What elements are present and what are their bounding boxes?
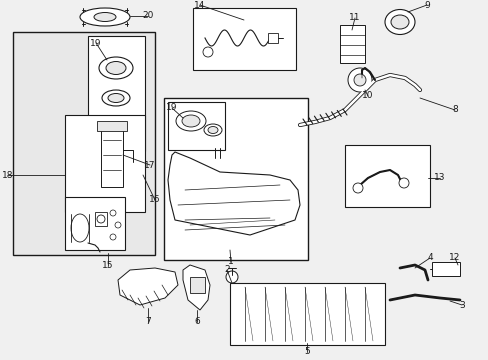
Ellipse shape [99, 57, 133, 79]
Ellipse shape [182, 115, 200, 127]
Text: 17: 17 [144, 161, 156, 170]
Bar [190, 277, 204, 293]
Circle shape [203, 47, 213, 57]
Ellipse shape [71, 214, 89, 242]
Bar [339, 25, 364, 63]
Text: 3: 3 [458, 301, 464, 310]
Text: 1: 1 [228, 257, 233, 266]
Text: 8: 8 [451, 105, 457, 114]
Ellipse shape [94, 13, 116, 22]
Circle shape [97, 215, 105, 223]
Bar [101, 127, 123, 187]
Text: 13: 13 [433, 174, 445, 183]
Text: 9: 9 [423, 0, 429, 9]
Bar [88, 36, 145, 151]
Bar [95, 212, 107, 226]
Polygon shape [118, 268, 178, 305]
Circle shape [110, 234, 116, 240]
Circle shape [115, 222, 121, 228]
Bar [345, 145, 429, 207]
Polygon shape [183, 265, 209, 310]
Text: 19: 19 [90, 39, 102, 48]
Circle shape [225, 271, 238, 283]
Bar [65, 197, 125, 250]
Text: 15: 15 [102, 261, 114, 270]
Text: 4: 4 [427, 253, 432, 262]
Ellipse shape [80, 8, 130, 26]
Text: 16: 16 [149, 195, 161, 204]
Ellipse shape [207, 126, 218, 134]
Text: 12: 12 [448, 253, 460, 262]
Text: 19: 19 [166, 104, 177, 112]
Circle shape [398, 178, 408, 188]
Text: 18: 18 [2, 171, 14, 180]
Text: 10: 10 [362, 91, 373, 100]
Text: 5: 5 [304, 347, 309, 356]
Bar [13, 32, 155, 255]
Circle shape [352, 183, 362, 193]
Circle shape [353, 74, 365, 86]
Bar [168, 102, 224, 150]
Ellipse shape [108, 94, 124, 103]
Circle shape [347, 68, 371, 92]
Circle shape [110, 210, 116, 216]
Ellipse shape [390, 15, 408, 29]
Text: 20: 20 [142, 12, 153, 21]
Text: 2: 2 [224, 266, 229, 274]
Bar [163, 98, 307, 260]
Ellipse shape [106, 62, 126, 75]
Bar [267, 33, 278, 43]
Text: 14: 14 [194, 0, 205, 9]
Ellipse shape [203, 124, 222, 136]
Text: 7: 7 [145, 318, 151, 327]
Ellipse shape [176, 111, 205, 131]
Polygon shape [168, 152, 299, 235]
Bar [97, 121, 127, 131]
Bar [431, 262, 459, 276]
Bar [229, 283, 384, 345]
Bar [65, 115, 145, 212]
Ellipse shape [102, 90, 130, 106]
Bar [193, 8, 295, 70]
Ellipse shape [384, 9, 414, 35]
Text: 11: 11 [348, 13, 360, 22]
Text: 6: 6 [194, 318, 200, 327]
